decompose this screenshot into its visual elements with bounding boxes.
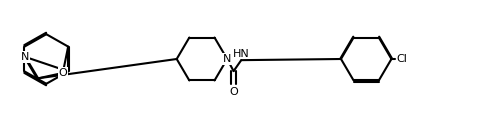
Text: N: N <box>21 52 30 62</box>
Text: Cl: Cl <box>397 54 408 64</box>
Text: N: N <box>223 54 231 64</box>
Text: O: O <box>58 68 67 78</box>
Text: HN: HN <box>233 49 250 59</box>
Text: O: O <box>229 87 238 97</box>
